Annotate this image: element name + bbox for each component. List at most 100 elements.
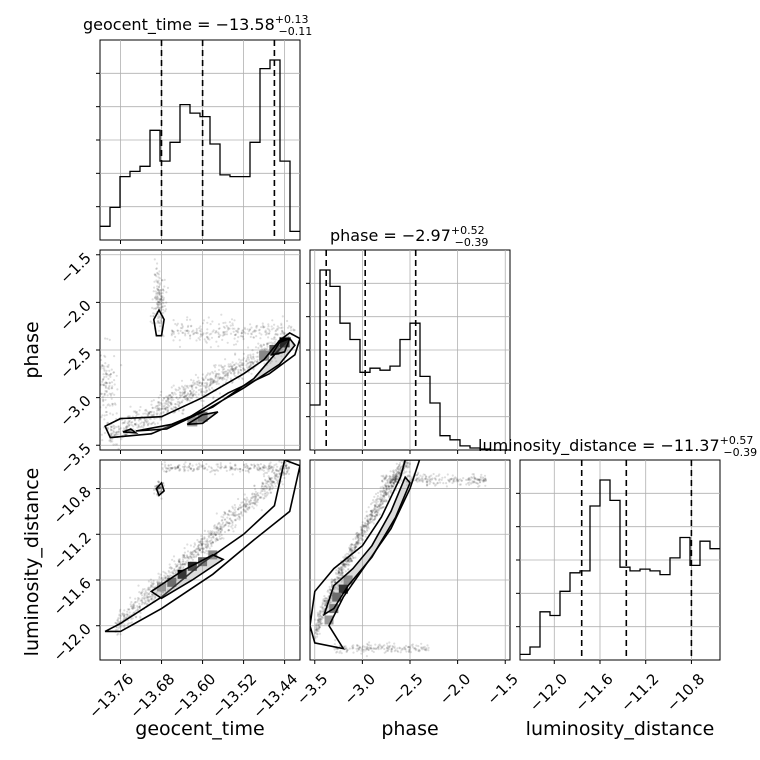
scatter-point: [350, 558, 353, 561]
scatter-point: [373, 508, 376, 511]
scatter-point: [162, 298, 165, 301]
scatter-point: [260, 348, 264, 351]
scatter-point: [384, 485, 388, 488]
scatter-point: [231, 466, 234, 470]
scatter-point: [157, 408, 160, 411]
scatter-point: [232, 373, 235, 376]
scatter-point: [264, 329, 267, 332]
scatter-point: [100, 354, 102, 357]
scatter-point: [354, 556, 357, 559]
scatter-point: [139, 616, 142, 620]
scatter-point: [126, 425, 129, 428]
scatter-point: [124, 433, 127, 436]
scatter-point: [263, 496, 266, 499]
scatter-point: [408, 645, 412, 648]
scatter-point: [225, 330, 228, 333]
scatter-point: [279, 468, 282, 471]
scatter-point: [160, 402, 163, 405]
scatter-point: [406, 452, 408, 454]
scatter-point: [204, 391, 207, 394]
scatter-point: [206, 321, 209, 324]
scatter-point: [275, 475, 278, 478]
scatter-point: [200, 334, 203, 337]
scatter-point: [328, 588, 331, 591]
scatter-point: [277, 480, 280, 483]
scatter-point: [162, 481, 165, 485]
scatter-point: [171, 571, 174, 574]
scatter-point: [399, 456, 401, 458]
scatter-point: [216, 376, 219, 380]
scatter-point: [101, 439, 104, 442]
scatter-point: [259, 467, 262, 471]
scatter-point: [271, 481, 274, 484]
scatter-point: [358, 537, 361, 540]
scatter-point: [257, 342, 260, 345]
scatter-point: [253, 464, 256, 467]
scatter-point: [322, 609, 325, 612]
scatter-point: [318, 632, 321, 635]
scatter-point: [374, 509, 378, 513]
scatter-point: [340, 566, 343, 569]
scatter-point: [394, 478, 397, 481]
scatter-point: [379, 647, 382, 650]
scatter-point: [239, 369, 242, 372]
scatter-point: [386, 642, 389, 645]
scatter-point: [264, 471, 267, 474]
contour-group: [155, 481, 166, 497]
scatter-point: [103, 431, 107, 435]
scatter-point: [407, 646, 410, 649]
scatter-point: [234, 510, 237, 513]
density-cell: [332, 592, 342, 602]
scatter-point: [357, 540, 360, 543]
scatter-point: [272, 338, 275, 341]
scatter-point: [160, 305, 163, 309]
scatter-point: [242, 337, 245, 341]
scatter-point: [206, 337, 210, 340]
scatter-point: [367, 525, 370, 529]
scatter-point: [387, 477, 390, 481]
scatter-point: [215, 532, 218, 535]
scatter-point: [376, 495, 379, 498]
scatter-point: [247, 362, 250, 365]
scatter-point: [186, 556, 189, 559]
scatter-point: [218, 377, 221, 380]
scatter-point: [147, 412, 151, 415]
density-cell: [157, 582, 166, 592]
scatter-point: [246, 366, 249, 369]
scatter-point: [342, 564, 345, 567]
scatter-point: [389, 470, 392, 473]
scatter-point: [160, 296, 164, 299]
scatter-point: [429, 477, 432, 480]
scatter-point: [229, 365, 233, 368]
scatter-point: [398, 465, 401, 468]
scatter-point: [125, 427, 128, 430]
scatter-point: [197, 379, 200, 382]
scatter-point: [241, 469, 244, 472]
scatter-point: [355, 540, 358, 544]
scatter-point: [181, 562, 184, 566]
scatter-point: [199, 391, 203, 394]
scatter-point: [371, 649, 374, 653]
scatter-point: [217, 368, 221, 371]
scatter-point: [252, 495, 255, 498]
scatter-point: [340, 567, 343, 571]
scatter-point: [211, 378, 214, 381]
scatter-point: [139, 426, 142, 429]
scatter-point: [349, 557, 352, 560]
scatter-point: [221, 338, 224, 341]
scatter-point: [232, 368, 235, 371]
scatter-point: [198, 549, 201, 552]
scatter-point: [197, 545, 200, 549]
scatter-point: [200, 540, 203, 543]
scatter-point: [408, 462, 411, 465]
scatter-point: [152, 307, 155, 310]
scatter-point: [236, 340, 239, 343]
scatter-point: [110, 397, 113, 400]
scatter-point: [334, 579, 337, 582]
scatter-point: [155, 412, 158, 415]
scatter-point: [449, 478, 452, 481]
scatter-point: [339, 650, 342, 653]
density-cell: [259, 350, 270, 361]
scatter-point: [224, 374, 227, 377]
scatter-point: [243, 331, 246, 334]
